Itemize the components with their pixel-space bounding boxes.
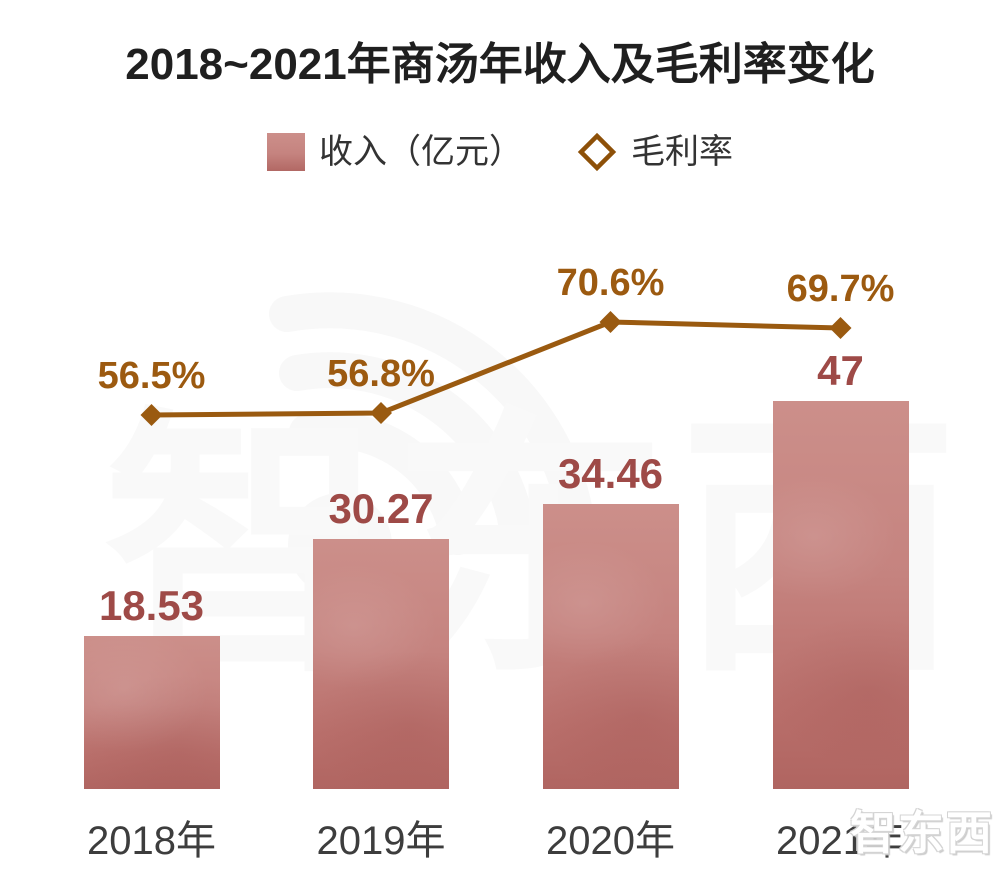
gross-margin-label: 69.7% (786, 268, 895, 310)
diamond-marker-2018年 (140, 404, 163, 426)
margin-legend-diamond-icon (577, 132, 617, 172)
watermark-corner: 智东西 (850, 807, 994, 859)
revenue-value-label: 47 (817, 347, 864, 394)
revenue-value-label: 18.53 (98, 582, 205, 629)
revenue-bar-2021年 (772, 401, 909, 789)
revenue-bar-2019年 (313, 539, 449, 789)
x-axis-label: 2019年 (316, 819, 446, 863)
x-axis-label: 2020年 (546, 819, 675, 863)
gross-margin-label: 56.8% (327, 353, 435, 395)
revenue-value-label: 30.27 (328, 485, 434, 532)
margin-legend-label: 毛利率 (631, 133, 733, 171)
diamond-marker-2021年 (829, 317, 852, 339)
gross-margin-label: 56.5% (97, 355, 206, 397)
revenue-legend-label: 收入（亿元） (319, 133, 523, 171)
diamond-marker-2019年 (370, 402, 392, 424)
x-axis-label: 2021年 (776, 819, 905, 863)
revenue-legend-swatch-icon (267, 133, 305, 171)
legend: 收入（亿元） 毛利率 (0, 130, 1000, 174)
revenue-bar-2020年 (542, 504, 679, 789)
revenue-bar-2018年 (83, 636, 220, 789)
diamond-marker-2020年 (599, 311, 622, 333)
gross-margin-label: 70.6% (556, 262, 665, 304)
x-axis-label: 2018年 (87, 819, 216, 863)
revenue-value-label: 34.46 (557, 450, 664, 497)
chart-title: 2018~2021年商汤年收入及毛利率变化 (125, 40, 875, 89)
